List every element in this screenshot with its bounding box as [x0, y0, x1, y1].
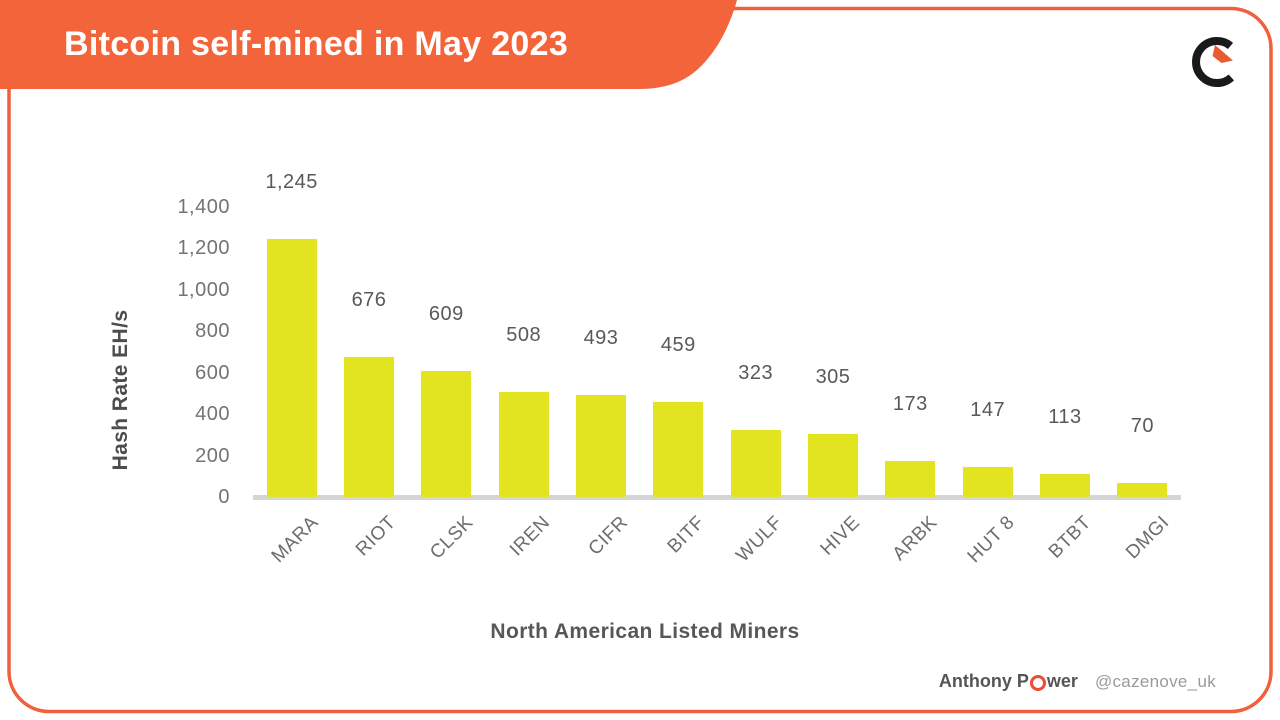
bar — [1040, 473, 1090, 497]
x-tick-label: DMGI — [1121, 512, 1174, 564]
bar — [885, 461, 936, 497]
bar — [421, 370, 472, 497]
y-tick-label: 1,000 — [177, 278, 230, 301]
x-tick-label: BITF — [663, 512, 710, 558]
bar — [962, 466, 1013, 497]
bar-value-label: 173 — [892, 393, 928, 416]
y-tick-label: 600 — [195, 361, 230, 384]
y-tick-label: 400 — [195, 403, 230, 426]
c-arrow-logo — [1192, 37, 1235, 87]
x-tick-label: HUT 8 — [963, 512, 1019, 568]
bar — [1117, 482, 1168, 497]
x-tick-label: ARBK — [888, 512, 942, 565]
x-tick-label: CIFR — [584, 512, 632, 560]
y-axis-title: Hash Rate EH/s — [109, 309, 132, 471]
x-tick-label: RIOT — [351, 512, 400, 561]
y-tick-label: 200 — [195, 444, 230, 467]
y-tick-label: 800 — [195, 320, 230, 343]
x-axis-title: North American Listed Miners — [490, 620, 800, 643]
bar-value-label: 609 — [428, 302, 464, 325]
author-prefix: Anthony P — [938, 671, 1029, 691]
bar — [808, 433, 858, 497]
bar — [730, 430, 781, 497]
bar — [498, 391, 549, 497]
bar-value-label: 147 — [970, 398, 1006, 421]
bar — [653, 401, 704, 497]
bar — [576, 394, 626, 497]
x-tick-label: HIVE — [816, 512, 864, 560]
logo-c-stroke — [1192, 37, 1235, 87]
author-suffix: wer — [1046, 671, 1078, 691]
bar-value-label: 493 — [583, 326, 619, 349]
bar-value-label: 676 — [351, 288, 387, 311]
x-tick-label: CLSK — [425, 512, 478, 564]
page-title: Bitcoin self-mined in May 2023 — [64, 24, 569, 63]
x-tick-label: BTBT — [1045, 512, 1096, 563]
bar-value-label: 113 — [1048, 405, 1082, 428]
bar-value-label: 305 — [815, 365, 851, 388]
bar-value-label: 1,245 — [265, 171, 318, 194]
x-axis-line — [253, 495, 1181, 500]
bar-value-label: 323 — [738, 362, 774, 385]
x-tick-label: MARA — [267, 512, 323, 568]
bar — [266, 239, 317, 497]
footer-handle: @cazenove_uk — [1094, 671, 1216, 691]
bar-value-label: 70 — [1130, 414, 1154, 437]
x-tick-label: WULF — [732, 512, 787, 567]
y-tick-label: 0 — [218, 486, 230, 508]
logo-arrow-icon — [1212, 45, 1233, 63]
x-tick-label: IREN — [506, 512, 555, 561]
header-banner — [0, 0, 737, 89]
bar — [344, 356, 394, 497]
orange-ring-o-icon — [1029, 674, 1046, 691]
bar-value-label: 508 — [506, 323, 542, 346]
bar-value-label: 459 — [660, 333, 696, 356]
footer: Anthony P wer @cazenove_uk — [939, 671, 1216, 692]
footer-author: Anthony P wer — [939, 671, 1078, 692]
y-tick-label: 1,400 — [177, 196, 230, 218]
y-tick-label: 1,200 — [177, 237, 230, 260]
